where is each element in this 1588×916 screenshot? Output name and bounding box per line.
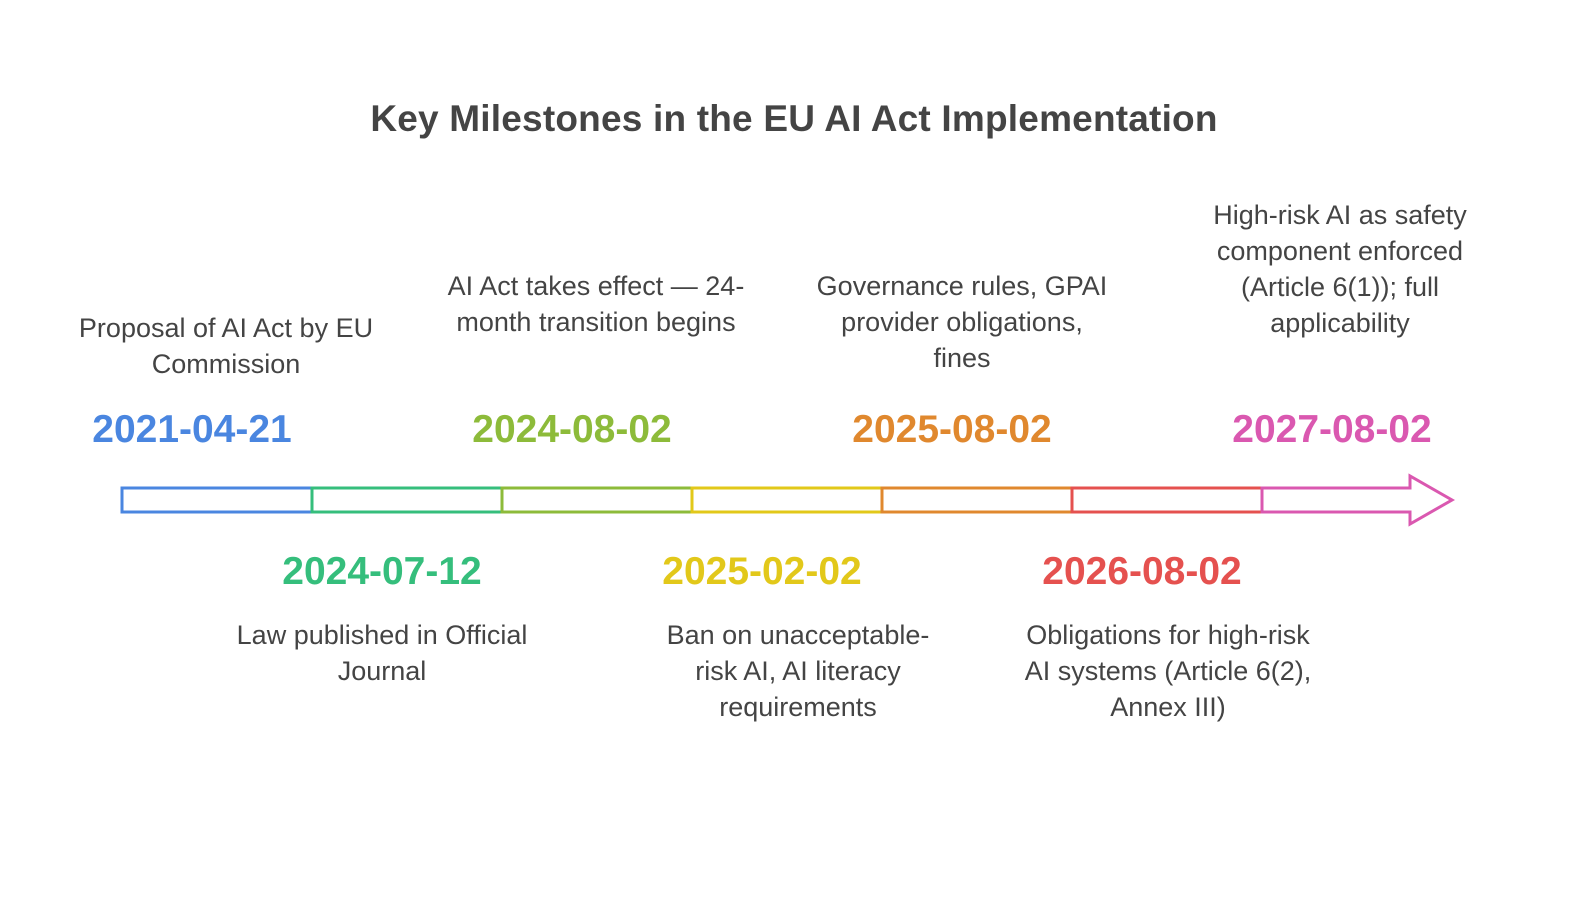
- milestone-1-description: Proposal of AI Act by EU Commission: [78, 313, 374, 379]
- milestone-1-date: 2021-04-21: [92, 408, 292, 451]
- timeline-segment-5: [880, 486, 1074, 514]
- milestone-5-date: 2025-08-02: [852, 408, 1052, 451]
- milestone-6-description: Obligations for high-risk AI systems (Ar…: [1024, 620, 1312, 722]
- milestone-4-date: 2025-02-02: [662, 550, 862, 593]
- milestone-3-description: AI Act takes effect — 24-month transitio…: [447, 271, 745, 337]
- timeline-segment-1: [120, 486, 314, 514]
- milestone-7-description: High-risk AI as safety component enforce…: [1213, 200, 1467, 338]
- milestone-2-description: Law published in Official Journal: [236, 620, 528, 686]
- milestone-5-description: Governance rules, GPAI provider obligati…: [816, 271, 1108, 373]
- milestone-4-description: Ban on unacceptable-risk AI, AI literacy…: [666, 620, 930, 722]
- milestone-3-date: 2024-08-02: [472, 408, 672, 451]
- timeline-segment-2: [310, 486, 504, 514]
- diagram-title: Key Milestones in the EU AI Act Implemen…: [370, 98, 1218, 139]
- timeline-arrowhead: [1260, 473, 1456, 527]
- milestone-7-date: 2027-08-02: [1232, 408, 1432, 451]
- timeline-segment-4: [690, 486, 884, 514]
- timeline-segment-3: [500, 486, 694, 514]
- milestone-2-date: 2024-07-12: [282, 550, 482, 593]
- milestone-6-date: 2026-08-02: [1042, 550, 1242, 593]
- timeline-segment-6: [1070, 486, 1264, 514]
